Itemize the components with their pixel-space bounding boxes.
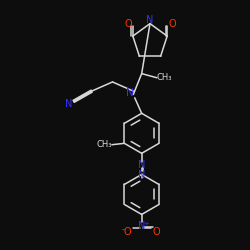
Text: N: N: [126, 88, 134, 98]
Text: -: -: [121, 225, 124, 234]
Text: N: N: [65, 98, 72, 108]
Text: O: O: [168, 19, 176, 29]
Text: CH₃: CH₃: [157, 73, 172, 82]
Text: CH₃: CH₃: [96, 140, 112, 149]
Text: N: N: [138, 160, 145, 170]
Text: O: O: [124, 227, 131, 237]
Text: N: N: [146, 15, 154, 25]
Text: O: O: [124, 19, 132, 29]
Text: +: +: [143, 222, 149, 228]
Text: O: O: [153, 227, 160, 237]
Text: N: N: [138, 221, 145, 231]
Text: N: N: [138, 170, 145, 180]
